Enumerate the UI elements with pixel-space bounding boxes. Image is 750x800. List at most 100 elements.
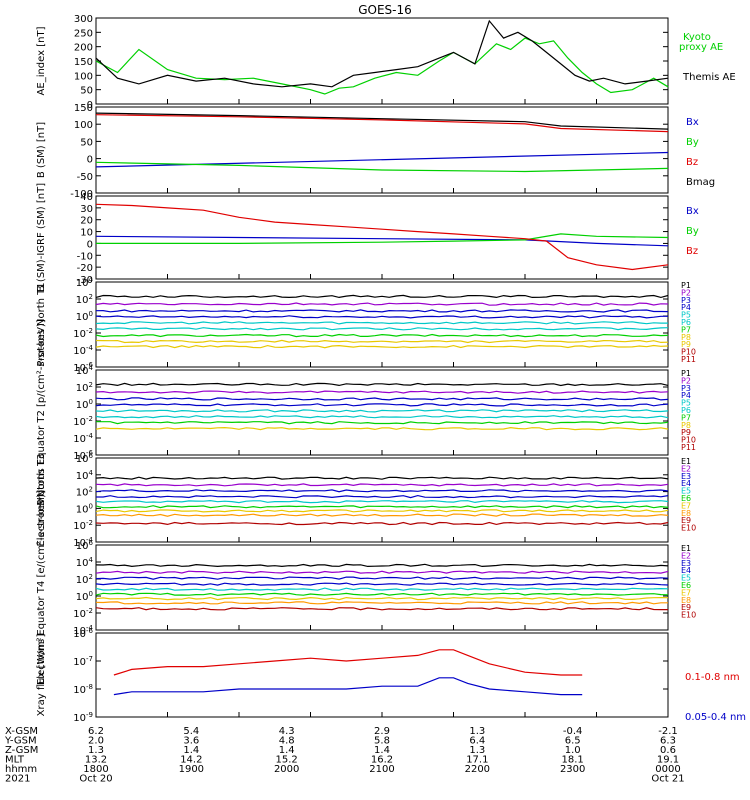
xaxis-value: 2200 xyxy=(465,764,490,775)
legend-pnorth-P2: P2 xyxy=(681,288,691,297)
ylabel-bigrf: B (SM)-IGRF (SM) [nT] xyxy=(36,183,47,292)
xaxis-value: 1.4 xyxy=(279,745,295,756)
legend-xray-long: 0.1-0.8 nm xyxy=(685,672,740,683)
legend-bsm-By: By xyxy=(686,137,699,148)
legend-bsm-Bz: Bz xyxy=(686,157,698,168)
legend-peq-P3: P3 xyxy=(681,384,691,393)
legend-pnorth-P10: P10 xyxy=(681,348,696,357)
xaxis-value: 14.2 xyxy=(180,755,202,766)
legend-eeq-E7: E7 xyxy=(681,588,691,597)
legend-enorth-E7: E7 xyxy=(681,501,691,510)
series-enorth-3 xyxy=(96,494,669,499)
xaxis-value: 5.8 xyxy=(374,736,390,747)
ytick-label-eeq: 106 xyxy=(76,539,94,552)
xaxis-row-MLT: MLT xyxy=(5,755,25,766)
legend-bigrf-Bx: Bx xyxy=(686,206,699,217)
series-enorth-7 xyxy=(95,513,669,517)
legend-enorth-E1: E1 xyxy=(681,457,691,466)
series-enorth-8 xyxy=(95,521,669,526)
series-peq-0 xyxy=(95,382,669,387)
legend-peq-P9: P9 xyxy=(681,428,691,437)
xaxis-value: 1900 xyxy=(179,764,204,775)
ytick-label-bigrf: 20 xyxy=(80,216,93,227)
legend-pnorth-P9: P9 xyxy=(681,340,691,349)
series-peq-4 xyxy=(95,409,669,413)
legend-eeq-E9: E9 xyxy=(681,603,691,612)
ylabel-eeq: Electrons Equator T4 [e/(cm²-s-sr-keV)] xyxy=(36,490,47,685)
series-eeq-3 xyxy=(95,582,669,586)
legend-enorth-E3: E3 xyxy=(681,472,691,481)
ytick-label-bigrf: 0 xyxy=(87,239,93,250)
xaxis-value: 1.3 xyxy=(469,745,485,756)
legend-pnorth-P7: P7 xyxy=(681,325,691,334)
ytick-label-ae: 150 xyxy=(74,57,93,68)
legend-enorth-E9: E9 xyxy=(681,516,691,525)
legend-eeq-E10: E10 xyxy=(681,611,696,620)
ytick-label-peq: 100 xyxy=(76,398,93,411)
xaxis-value: 1.4 xyxy=(183,745,199,756)
xaxis-row-hhmm: hhmm xyxy=(5,764,37,775)
ytick-label-pnorth: 10-4 xyxy=(73,344,93,357)
series-enorth-0 xyxy=(95,476,669,480)
ytick-label-xray: 10-8 xyxy=(73,683,93,696)
series-pnorth-5 xyxy=(95,327,669,331)
legend-enorth-E2: E2 xyxy=(681,464,691,473)
series-xray-1 xyxy=(113,677,583,696)
panel-frame-ae xyxy=(95,17,669,105)
legend-eeq-E1: E1 xyxy=(681,544,691,553)
xaxis-value: 0.6 xyxy=(660,745,676,756)
legend-pnorth-P4: P4 xyxy=(681,303,691,312)
series-bigrf-1 xyxy=(96,233,669,244)
xaxis-value: 4.8 xyxy=(279,736,295,747)
legend-enorth-E6: E6 xyxy=(681,494,691,503)
series-xray-0 xyxy=(113,649,583,676)
series-eeq-2 xyxy=(95,576,669,580)
series-eeq-5 xyxy=(95,592,669,596)
series-bigrf-0 xyxy=(95,235,669,247)
xaxis-value: -0.4 xyxy=(563,726,583,737)
legend-pnorth-P6: P6 xyxy=(681,318,691,327)
ytick-label-bsm: 0 xyxy=(87,155,93,166)
legend-peq-P11: P11 xyxy=(681,443,696,452)
xaxis-value: 17.1 xyxy=(466,755,488,766)
legend-bsm-Bmag: Bmag xyxy=(686,177,715,188)
series-peq-6 xyxy=(96,421,669,425)
ytick-label-bsm: -50 xyxy=(77,172,93,183)
ytick-label-bsm: -100 xyxy=(70,189,93,200)
series-pnorth-1 xyxy=(95,302,669,306)
series-peq-5 xyxy=(95,415,669,419)
series-peq-3 xyxy=(95,403,669,407)
plot-title: GOES-16 xyxy=(358,3,412,17)
ytick-label-ae: 50 xyxy=(80,86,93,97)
legend-eeq-E2: E2 xyxy=(681,551,691,560)
legend-enorth-E5: E5 xyxy=(681,487,691,496)
legend-bigrf-By: By xyxy=(686,226,699,237)
legend-eeq-E5: E5 xyxy=(681,574,691,583)
ytick-label-bigrf: -30 xyxy=(77,275,93,286)
xaxis-value: 1.4 xyxy=(374,745,390,756)
legend-peq-P6: P6 xyxy=(681,406,691,415)
series-bsm-1 xyxy=(95,161,669,173)
ytick-label-peq: 104 xyxy=(76,364,94,377)
ytick-label-bsm: 100 xyxy=(74,120,93,131)
legend-xray-short: 0.05-0.4 nm xyxy=(685,712,746,723)
legend-eeq-E6: E6 xyxy=(681,581,691,590)
xaxis-value: -2.1 xyxy=(658,726,678,737)
xaxis-value: 1.3 xyxy=(469,726,485,737)
xaxis-value: 6.5 xyxy=(565,736,581,747)
ylabel-ae: AE_index [nT] xyxy=(36,26,47,95)
series-bigrf-2 xyxy=(95,203,669,271)
legend-themis: Themis AE xyxy=(682,72,736,83)
xaxis-value: Oct 20 xyxy=(79,774,112,785)
series-pnorth-0 xyxy=(95,294,669,299)
legend-eeq-E4: E4 xyxy=(681,566,691,575)
legend-pnorth-P8: P8 xyxy=(681,333,691,342)
xaxis-value: 13.2 xyxy=(85,755,107,766)
xaxis-row-X-GSM: X-GSM xyxy=(5,726,38,737)
series-peq-2 xyxy=(95,397,669,401)
legend-peq-P5: P5 xyxy=(681,399,691,408)
xaxis-row-Z-GSM: Z-GSM xyxy=(5,745,38,756)
xaxis-value: 2.0 xyxy=(88,736,104,747)
series-pnorth-7 xyxy=(95,339,669,344)
